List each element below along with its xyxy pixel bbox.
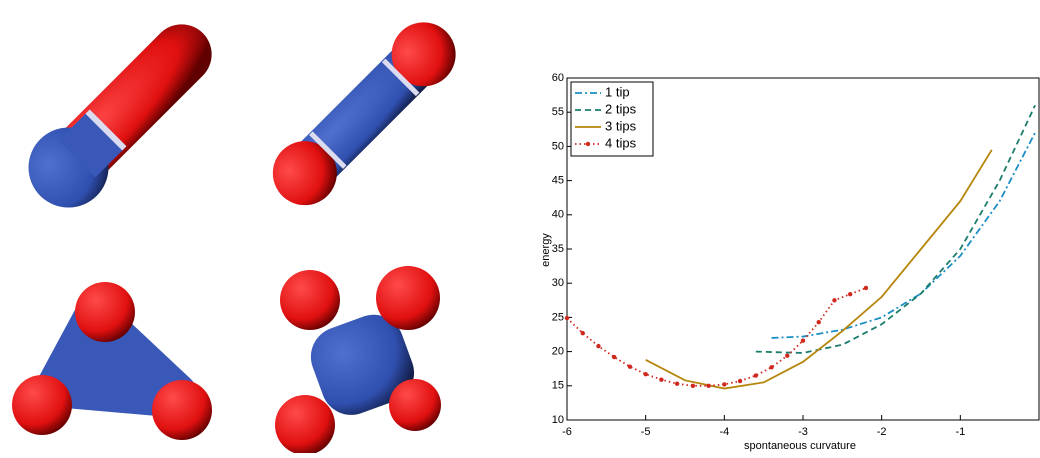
- series-marker: [565, 316, 569, 320]
- series-marker: [817, 320, 821, 324]
- series-marker: [848, 292, 852, 296]
- x-tick-label: -2: [877, 426, 887, 438]
- series-marker: [769, 365, 773, 369]
- x-tick-label: -3: [798, 426, 808, 438]
- legend-label: 3 tips: [605, 118, 637, 133]
- y-tick-label: 15: [552, 380, 564, 392]
- series-marker: [596, 344, 600, 348]
- series-marker: [832, 298, 836, 302]
- series-line: [646, 150, 992, 389]
- series-marker: [581, 331, 585, 335]
- series-marker: [643, 372, 647, 376]
- series-marker: [691, 384, 695, 388]
- vesicle-4-tips: [275, 266, 441, 453]
- series-line: [567, 288, 866, 386]
- series-marker: [706, 384, 710, 388]
- y-tick-label: 50: [552, 140, 564, 152]
- y-tick-label: 35: [552, 243, 564, 255]
- x-tick-label: -5: [641, 426, 651, 438]
- x-tick-label: -4: [719, 426, 729, 438]
- y-tick-label: 60: [552, 72, 564, 84]
- series-marker: [864, 286, 868, 290]
- y-tick-label: 40: [552, 209, 564, 221]
- series-marker: [628, 364, 632, 368]
- legend-marker: [586, 142, 590, 146]
- figure: energy spontaneous curvature -6 -5 -4 -3 -2 -…: [0, 0, 1040, 453]
- series-marker: [675, 382, 679, 386]
- series-marker: [722, 382, 726, 386]
- y-tick-label: 55: [552, 106, 564, 118]
- legend-label: 1 tip: [605, 84, 630, 99]
- y-axis-label: energy: [540, 233, 552, 267]
- series-marker: [801, 338, 805, 342]
- series-line: [772, 133, 1036, 338]
- series-marker: [754, 373, 758, 377]
- y-tick-label: 45: [552, 175, 564, 187]
- legend-label: 2 tips: [605, 101, 637, 116]
- y-tick-label: 25: [552, 311, 564, 323]
- x-tick-label: -6: [562, 426, 572, 438]
- legend-label: 4 tips: [605, 135, 637, 150]
- x-axis-label: spontaneous curvature: [744, 440, 856, 452]
- series-marker: [612, 355, 616, 359]
- series-line: [756, 105, 1035, 353]
- vesicle-3-tips: [12, 282, 212, 440]
- vesicle-1-tip: [12, 5, 231, 224]
- y-tick-label: 30: [552, 277, 564, 289]
- vesicle-2-tips: [260, 9, 469, 218]
- y-tick-label: 10: [552, 414, 564, 426]
- series-marker: [785, 354, 789, 358]
- x-tick-label: -1: [955, 426, 965, 438]
- y-tick-label: 20: [552, 346, 564, 358]
- series-marker: [659, 377, 663, 381]
- series-marker: [738, 379, 742, 383]
